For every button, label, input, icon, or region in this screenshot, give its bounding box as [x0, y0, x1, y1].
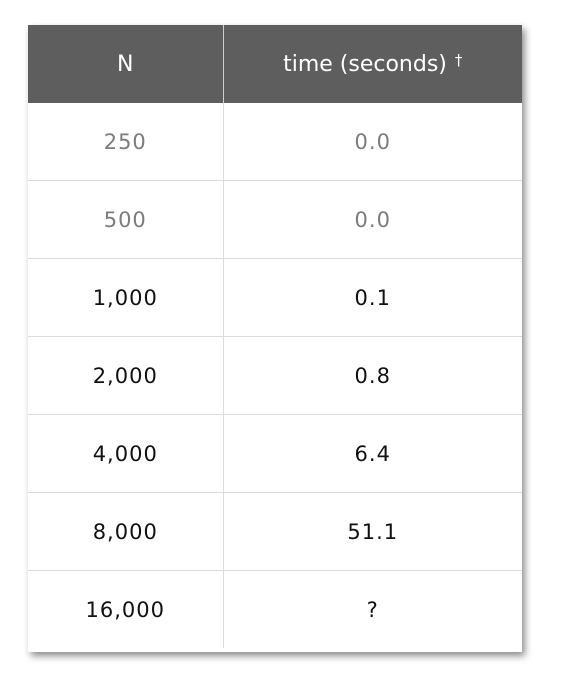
column-header-time-label: time (seconds): [283, 52, 447, 77]
table-row: 1,000 0.1: [28, 258, 522, 337]
cell-time: 51.1: [223, 492, 522, 571]
table-row: 2,000 0.8: [28, 336, 522, 415]
table-row: 250 0.0: [28, 103, 522, 181]
cell-time: 0.1: [223, 258, 522, 337]
cell-n: 16,000: [28, 570, 224, 648]
cell-n: 8,000: [28, 492, 224, 571]
timing-table: N time (seconds) † 250 0.0 500 0.0 1,000 0.1 2,…: [28, 25, 522, 648]
cell-time: ?: [366, 597, 379, 622]
cell-time: 6.4: [223, 414, 522, 493]
table-row: 500 0.0: [28, 180, 522, 259]
cell-time: 0.0: [223, 180, 522, 259]
timing-table-card: N time (seconds) † 250 0.0 500 0.0 1,000 0.1 2,…: [28, 25, 522, 652]
table-row: 8,000 51.1: [28, 492, 522, 571]
cell-n: 250: [28, 103, 224, 181]
header-row: N time (seconds) †: [28, 25, 522, 103]
cell-n: 1,000: [28, 258, 224, 337]
cell-time: 0.8: [223, 336, 522, 415]
table-header: N time (seconds) †: [28, 25, 522, 103]
table-body: 250 0.0 500 0.0 1,000 0.1 2,000 0.8 4,000 6.4 8,00…: [28, 103, 522, 648]
cell-time: 0.0: [223, 103, 522, 181]
table-row: 16,000?: [28, 570, 522, 648]
table-row: 4,000 6.4: [28, 414, 522, 493]
column-header-n: N: [28, 25, 224, 103]
column-header-time: time (seconds) †: [223, 25, 522, 103]
cell-n: 500: [28, 180, 224, 259]
column-header-n-label: N: [117, 51, 134, 77]
footnote-dagger: †: [454, 51, 463, 69]
cell-n: 4,000: [28, 414, 224, 493]
cell-n: 2,000: [28, 336, 224, 415]
